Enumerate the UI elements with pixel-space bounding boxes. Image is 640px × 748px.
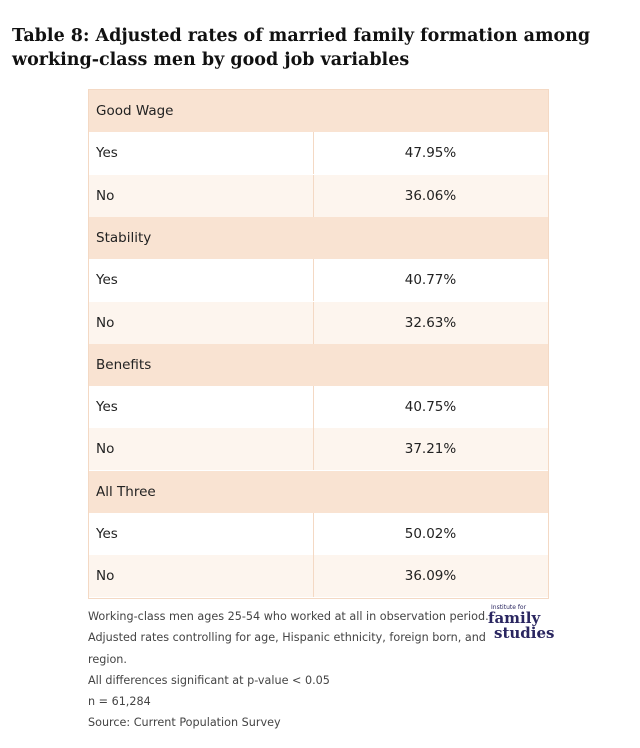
section-row: Benefits xyxy=(89,343,548,386)
table: Good Wage Yes 47.95% No 36.06% Stability Yes 40… xyxy=(88,89,549,599)
column-divider xyxy=(313,301,314,344)
data-row: Yes 47.95% xyxy=(89,132,548,175)
row-value: 40.75% xyxy=(404,399,457,416)
data-row: No 32.63% xyxy=(89,301,548,344)
row-label: No xyxy=(96,187,115,204)
section-label: Benefits xyxy=(96,356,152,373)
column-divider xyxy=(313,259,314,302)
table-title: Table 8: Adjusted rates of married famil… xyxy=(12,26,591,70)
note-line: Adjusted rates controlling for age, Hisp… xyxy=(88,631,486,645)
column-divider xyxy=(313,174,314,217)
data-row: Yes 40.75% xyxy=(89,386,548,429)
row-value: 37.21% xyxy=(404,441,457,458)
row-label: No xyxy=(96,568,115,585)
section-label: All Three xyxy=(96,483,156,500)
row-label: Yes xyxy=(96,399,118,416)
row-value: 40.77% xyxy=(404,272,457,289)
column-divider xyxy=(313,132,314,175)
column-divider xyxy=(313,386,314,429)
logo-small: Institute for xyxy=(491,604,527,611)
note-line: All differences significant at p-value <… xyxy=(88,673,330,687)
row-value: 50.02% xyxy=(404,526,457,542)
data-row: No 36.09% xyxy=(89,555,548,598)
data-row: Yes 50.02% xyxy=(89,513,548,555)
row-value: 47.95% xyxy=(404,145,457,162)
section-row: Stability xyxy=(89,216,548,259)
note-line: Working-class men ages 25-54 who worked … xyxy=(88,610,489,623)
note-line: region. xyxy=(88,652,127,666)
note-line: Source: Current Population Survey xyxy=(88,716,281,730)
note-line: n = 61,284 xyxy=(88,695,151,709)
column-divider xyxy=(313,555,314,598)
column-divider xyxy=(313,513,314,555)
section-row: Good Wage xyxy=(89,90,548,132)
section-label: Good Wage xyxy=(96,103,174,119)
logo-line: family xyxy=(488,609,541,627)
row-value: 36.09% xyxy=(404,568,457,585)
logo-line: studies xyxy=(494,624,555,642)
row-label: Yes xyxy=(96,145,118,162)
data-row: No 37.21% xyxy=(89,428,548,471)
row-value: 36.06% xyxy=(404,187,457,204)
logo: Institute for family studies xyxy=(488,604,558,641)
data-row: No 36.06% xyxy=(89,174,548,217)
data-row: Yes 40.77% xyxy=(89,259,548,302)
section-row: All Three xyxy=(89,470,548,513)
row-label: No xyxy=(96,314,115,331)
column-divider xyxy=(313,428,314,471)
row-label: Yes xyxy=(96,272,118,289)
row-label: Yes xyxy=(96,526,118,542)
section-label: Stability xyxy=(96,229,152,246)
row-label: No xyxy=(96,441,115,458)
notes: Working-class men ages 25-54 who worked … xyxy=(88,606,489,734)
row-value: 32.63% xyxy=(404,314,457,331)
